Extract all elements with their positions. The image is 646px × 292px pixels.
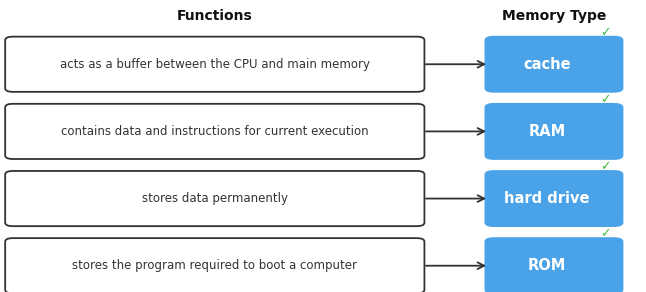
FancyBboxPatch shape — [484, 103, 623, 160]
Text: stores data permanently: stores data permanently — [141, 192, 288, 205]
FancyBboxPatch shape — [484, 36, 623, 93]
FancyBboxPatch shape — [484, 170, 623, 227]
Text: Functions: Functions — [177, 9, 253, 23]
Text: ✓: ✓ — [601, 26, 611, 39]
Text: cache: cache — [523, 57, 570, 72]
FancyBboxPatch shape — [5, 171, 424, 226]
FancyBboxPatch shape — [484, 237, 623, 292]
Text: contains data and instructions for current execution: contains data and instructions for curre… — [61, 125, 369, 138]
Text: stores the program required to boot a computer: stores the program required to boot a co… — [72, 259, 357, 272]
FancyBboxPatch shape — [5, 238, 424, 292]
Text: RAM: RAM — [528, 124, 565, 139]
Text: ROM: ROM — [528, 258, 566, 273]
Text: ✓: ✓ — [601, 160, 611, 173]
Text: hard drive: hard drive — [504, 191, 590, 206]
Text: acts as a buffer between the CPU and main memory: acts as a buffer between the CPU and mai… — [60, 58, 370, 71]
FancyBboxPatch shape — [5, 104, 424, 159]
FancyBboxPatch shape — [5, 37, 424, 92]
Text: ✓: ✓ — [601, 93, 611, 106]
Text: ✓: ✓ — [601, 227, 611, 240]
Text: Memory Type: Memory Type — [502, 9, 606, 23]
